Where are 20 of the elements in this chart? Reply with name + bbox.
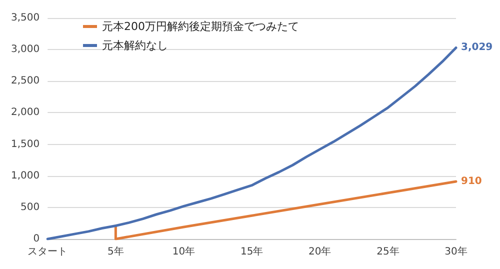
x-tick-label: 15年 <box>240 246 264 258</box>
y-tick-label: 1,500 <box>10 138 40 150</box>
y-tick-label: 1,000 <box>10 170 40 182</box>
y-tick-label: 500 <box>20 202 40 213</box>
data-label: 3,029 <box>461 42 493 54</box>
data-label: 910 <box>461 176 482 188</box>
legend-label: 元本解約なし <box>102 39 168 52</box>
legend-label: 元本200万円解約後定期預金でつみたて <box>102 20 299 33</box>
y-tick-label: 0 <box>33 234 40 244</box>
y-tick-label: 2,500 <box>10 76 40 87</box>
y-tick-label: 3,500 <box>10 12 40 24</box>
x-tick-label: 10年 <box>172 246 196 258</box>
x-tick-label: 5年 <box>108 246 124 258</box>
y-tick-label: 2,000 <box>10 107 40 118</box>
y-tick-label: 3,000 <box>10 44 40 56</box>
x-tick-label: 20年 <box>308 246 332 258</box>
x-tick-label: スタート <box>28 246 68 258</box>
line-series <box>114 180 458 240</box>
x-tick-label: 25年 <box>376 246 400 258</box>
x-tick-label: 30年 <box>444 246 468 258</box>
